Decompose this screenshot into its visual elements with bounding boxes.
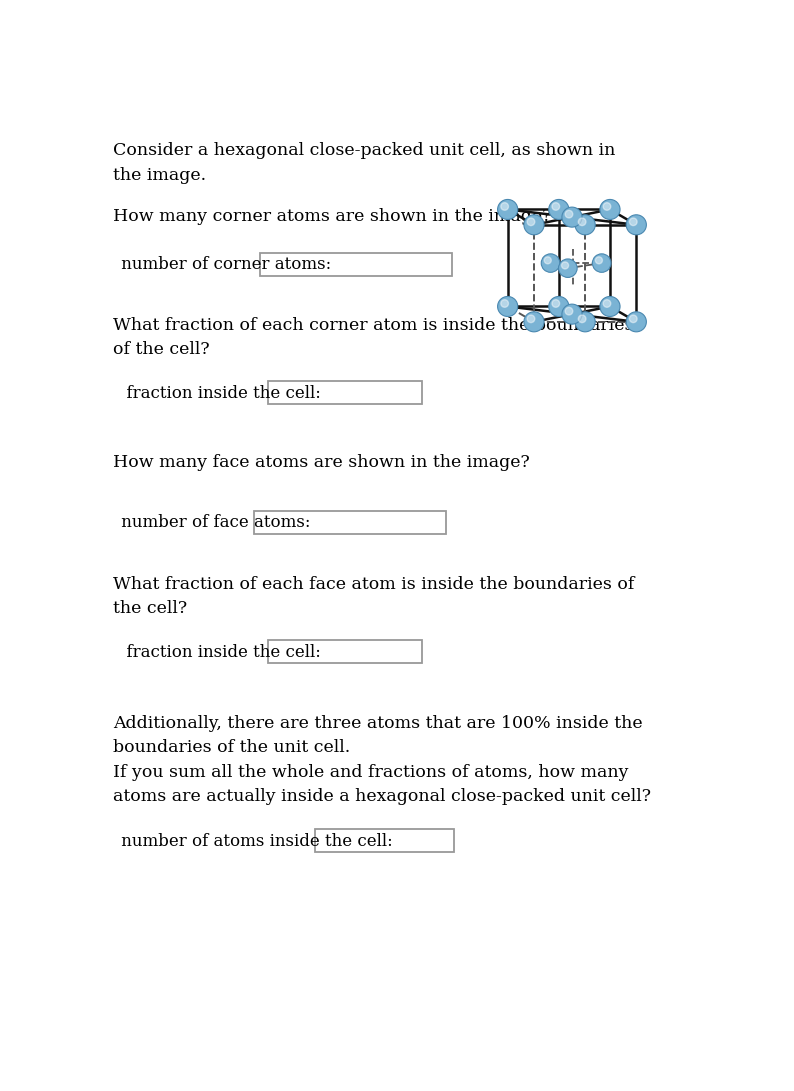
FancyBboxPatch shape [314, 829, 454, 852]
Circle shape [575, 312, 596, 332]
FancyBboxPatch shape [268, 640, 422, 663]
Circle shape [558, 259, 577, 277]
Circle shape [562, 304, 582, 324]
FancyBboxPatch shape [268, 381, 422, 405]
Circle shape [524, 312, 544, 332]
Text: number of face atoms:: number of face atoms: [116, 514, 310, 531]
Text: Additionally, there are three atoms that are 100% inside the
boundaries of the u: Additionally, there are three atoms that… [114, 715, 643, 756]
Text: Consider a hexagonal close-packed unit cell, as shown in
the image.: Consider a hexagonal close-packed unit c… [114, 143, 615, 183]
Circle shape [549, 200, 569, 219]
Circle shape [527, 315, 535, 323]
Circle shape [592, 254, 611, 273]
Circle shape [626, 312, 646, 332]
Circle shape [603, 300, 611, 308]
Circle shape [578, 315, 586, 323]
Circle shape [527, 218, 535, 226]
Text: fraction inside the cell:: fraction inside the cell: [116, 385, 322, 401]
Circle shape [524, 215, 544, 235]
Text: fraction inside the cell:: fraction inside the cell: [116, 644, 322, 661]
FancyBboxPatch shape [254, 511, 446, 533]
Circle shape [562, 207, 582, 227]
Circle shape [603, 203, 611, 211]
Text: How many corner atoms are shown in the image?: How many corner atoms are shown in the i… [114, 208, 552, 225]
Circle shape [596, 256, 603, 264]
Circle shape [498, 200, 518, 219]
Text: What fraction of each face atom is inside the boundaries of
the cell?: What fraction of each face atom is insid… [114, 576, 634, 618]
Circle shape [600, 297, 620, 316]
Circle shape [600, 200, 620, 219]
Circle shape [630, 315, 637, 323]
Circle shape [501, 300, 508, 308]
Text: If you sum all the whole and fractions of atoms, how many
atoms are actually ins: If you sum all the whole and fractions o… [114, 764, 651, 805]
Circle shape [578, 218, 586, 226]
Circle shape [549, 297, 569, 316]
Circle shape [498, 297, 518, 316]
Circle shape [544, 256, 551, 264]
Circle shape [552, 203, 560, 211]
Circle shape [542, 254, 560, 273]
Circle shape [561, 262, 569, 269]
Circle shape [575, 215, 596, 235]
Circle shape [501, 203, 508, 211]
Circle shape [565, 211, 572, 218]
FancyBboxPatch shape [260, 253, 452, 276]
Circle shape [552, 300, 560, 308]
Circle shape [630, 218, 637, 226]
Text: What fraction of each corner atom is inside the boundaries
of the cell?: What fraction of each corner atom is ins… [114, 317, 634, 359]
Text: number of corner atoms:: number of corner atoms: [116, 256, 332, 274]
Circle shape [565, 308, 572, 315]
Circle shape [626, 215, 646, 235]
Text: How many face atoms are shown in the image?: How many face atoms are shown in the ima… [114, 454, 530, 471]
Text: number of atoms inside the cell:: number of atoms inside the cell: [116, 834, 393, 850]
